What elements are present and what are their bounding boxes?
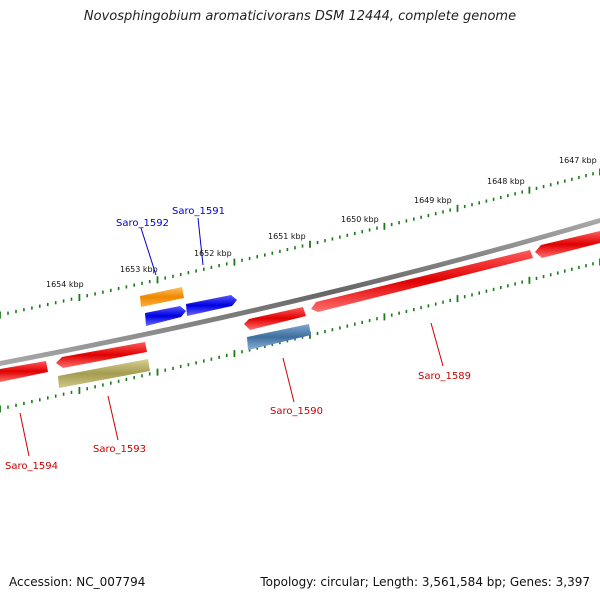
- upper-scale-ticks: [0, 168, 600, 319]
- feature-arrow-saro-1590-cds[interactable]: [244, 307, 306, 330]
- feature-arrow-saro-1594-cds[interactable]: [0, 361, 48, 382]
- gene-label-saro-1590[interactable]: Saro_1590: [270, 406, 323, 417]
- leader-saro-1592: [140, 227, 157, 276]
- feature-arrow-saro-1591-cds[interactable]: [186, 295, 237, 316]
- gene-label-saro-1589[interactable]: Saro_1589: [418, 371, 471, 382]
- scale-label-1654: 1654 kbp: [46, 280, 84, 289]
- scale-label-1651: 1651 kbp: [268, 232, 306, 241]
- leader-saro-1589: [430, 322, 444, 367]
- feature-arrow-right-edge-cds[interactable]: [535, 231, 600, 258]
- gene-label-saro-1592[interactable]: Saro_1592: [116, 218, 169, 229]
- scale-label-1653: 1653 kbp: [120, 265, 158, 274]
- feature-arrow-saro-1590-gene[interactable]: [247, 324, 311, 350]
- scale-label-1648: 1648 kbp: [487, 177, 525, 186]
- genome-backbone: [0, 218, 600, 366]
- leader-saro-1591: [197, 217, 204, 266]
- scale-label-1649: 1649 kbp: [414, 196, 452, 205]
- genome-summary-text: Topology: circular; Length: 3,561,584 bp…: [260, 575, 590, 589]
- accession-text: Accession: NC_007794: [9, 575, 146, 589]
- feature-arrow-saro-1592-gene[interactable]: [140, 287, 184, 307]
- feature-arrow-saro-1593-gene[interactable]: [58, 359, 150, 388]
- leader-saro-1593: [107, 395, 119, 441]
- leader-saro-1594: [19, 412, 30, 457]
- scale-label-1652: 1652 kbp: [194, 249, 232, 258]
- gene-label-saro-1591[interactable]: Saro_1591: [172, 206, 225, 217]
- leader-saro-1590: [282, 357, 295, 403]
- feature-arrow-saro-1593-cds[interactable]: [56, 342, 147, 368]
- scale-label-1647: 1647 kbp: [559, 156, 597, 165]
- map-title: Novosphingobium aromaticivorans DSM 1244…: [83, 9, 517, 24]
- gene-label-saro-1594[interactable]: Saro_1594: [5, 461, 58, 472]
- feature-arrow-saro-1589-cds[interactable]: [311, 250, 533, 312]
- gene-label-saro-1593[interactable]: Saro_1593: [93, 444, 146, 455]
- scale-label-1650: 1650 kbp: [341, 215, 379, 224]
- feature-arrow-saro-1592-cds[interactable]: [145, 306, 186, 326]
